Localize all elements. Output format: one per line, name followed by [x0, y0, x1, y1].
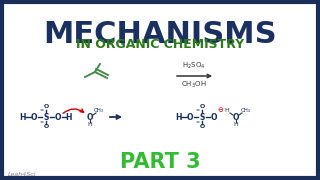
Text: O: O	[55, 112, 61, 122]
Text: O: O	[199, 105, 204, 109]
Text: O: O	[31, 112, 37, 122]
Text: =: =	[40, 109, 44, 114]
Text: O: O	[199, 125, 204, 129]
Text: H: H	[234, 123, 238, 127]
Text: MECHANISMS: MECHANISMS	[43, 20, 277, 49]
Text: O: O	[187, 112, 193, 122]
Text: $\mathregular{H_2SO_4}$: $\mathregular{H_2SO_4}$	[182, 61, 205, 71]
Text: IN ORGANIC CHEMISTRY: IN ORGANIC CHEMISTRY	[76, 38, 244, 51]
Text: H: H	[225, 109, 229, 114]
Text: O: O	[87, 112, 93, 122]
Text: H: H	[88, 123, 92, 127]
Text: O: O	[44, 125, 49, 129]
Text: O: O	[44, 105, 49, 109]
Text: ⊖: ⊖	[217, 107, 223, 113]
Text: Leah4Sci: Leah4Sci	[8, 172, 36, 177]
Text: H: H	[65, 112, 71, 122]
Text: =: =	[40, 120, 44, 125]
Text: CH₃: CH₃	[94, 107, 104, 112]
Text: H: H	[175, 112, 181, 122]
Text: O: O	[211, 112, 217, 122]
Text: =: =	[196, 120, 200, 125]
Text: =: =	[196, 109, 200, 114]
Text: S: S	[43, 112, 49, 122]
Text: CH₃: CH₃	[241, 107, 251, 112]
Text: S: S	[199, 112, 205, 122]
Text: PART 3: PART 3	[120, 152, 200, 172]
Text: $\mathregular{CH_3OH}$: $\mathregular{CH_3OH}$	[181, 80, 206, 90]
Text: O: O	[233, 112, 239, 122]
Text: H: H	[19, 112, 25, 122]
